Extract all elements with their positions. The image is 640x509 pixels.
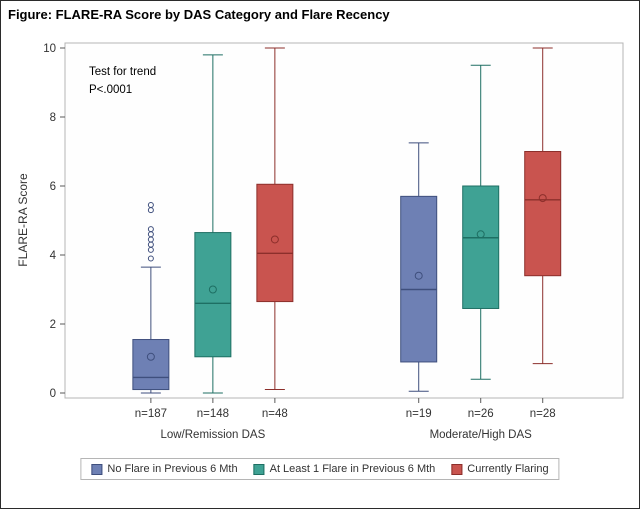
y-tick-label: 0	[50, 388, 56, 400]
figure-title: Figure: FLARE-RA Score by DAS Category a…	[8, 7, 390, 22]
mean-marker	[270, 235, 279, 244]
box	[132, 339, 170, 391]
trend-annotation: Test for trend P<.0001	[89, 66, 157, 97]
n-label: n=26	[468, 408, 494, 420]
mean-marker	[414, 271, 423, 280]
y-tick-label: 10	[43, 43, 56, 55]
legend-swatch	[253, 463, 265, 475]
box	[256, 183, 294, 303]
box	[400, 195, 438, 363]
outlier-marker	[147, 226, 154, 233]
mean-marker	[538, 194, 547, 203]
n-label: n=19	[406, 408, 432, 420]
mean-marker	[208, 285, 217, 294]
mean-marker	[476, 230, 485, 239]
box	[194, 232, 232, 358]
n-label: n=28	[530, 408, 556, 420]
box	[524, 151, 562, 277]
category-label: Low/Remission DAS	[160, 429, 265, 441]
n-label: n=48	[262, 408, 288, 420]
n-label: n=148	[197, 408, 229, 420]
y-tick-label: 6	[50, 181, 56, 193]
boxplot-chart: 0 2 4 6 8 10 n=187 n=148 n=48 n=19 n=26 n=28 Low/Rem…	[43, 42, 624, 441]
legend-item-label: No Flare in Previous 6 Mth	[107, 463, 238, 475]
legend: No Flare in Previous 6 Mth At Least 1 Fla…	[80, 458, 560, 480]
outlier-marker	[147, 201, 154, 208]
y-tick-label: 8	[50, 112, 56, 124]
category-label: Moderate/High DAS	[430, 429, 533, 441]
y-tick-label: 4	[50, 250, 57, 262]
mean-marker	[146, 352, 155, 361]
outlier-marker	[147, 255, 154, 262]
legend-item-label: Currently Flaring	[467, 463, 549, 475]
legend-item: At Least 1 Flare in Previous 6 Mth	[253, 463, 436, 475]
legend-item-label: At Least 1 Flare in Previous 6 Mth	[269, 463, 436, 475]
legend-swatch	[91, 463, 103, 475]
legend-item: Currently Flaring	[451, 463, 549, 475]
legend-item: No Flare in Previous 6 Mth	[91, 463, 238, 475]
n-label: n=187	[135, 408, 167, 420]
box	[462, 185, 500, 309]
y-tick-label: 2	[50, 319, 56, 331]
y-axis-label: FLARE-RA Score	[16, 173, 30, 267]
legend-swatch	[451, 463, 463, 475]
